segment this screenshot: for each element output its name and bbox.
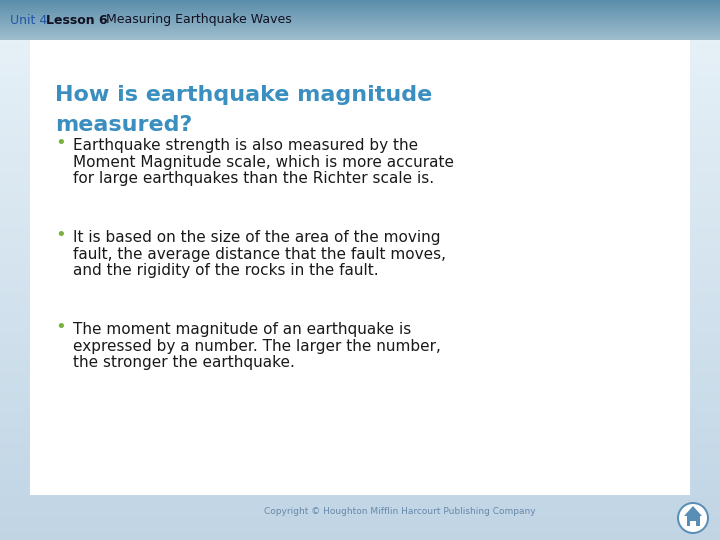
Text: fault, the average distance that the fault moves,: fault, the average distance that the fau… (73, 246, 446, 261)
Text: •: • (55, 226, 66, 244)
Text: for large earthquakes than the Richter scale is.: for large earthquakes than the Richter s… (73, 171, 434, 186)
Text: Earthquake strength is also measured by the: Earthquake strength is also measured by … (73, 138, 418, 153)
Text: Measuring Earthquake Waves: Measuring Earthquake Waves (98, 14, 292, 26)
Text: Moment Magnitude scale, which is more accurate: Moment Magnitude scale, which is more ac… (73, 154, 454, 170)
Polygon shape (684, 506, 702, 516)
FancyBboxPatch shape (30, 40, 690, 495)
Text: measured?: measured? (55, 115, 192, 135)
Text: It is based on the size of the area of the moving: It is based on the size of the area of t… (73, 230, 441, 245)
Text: and the rigidity of the rocks in the fault.: and the rigidity of the rocks in the fau… (73, 263, 379, 278)
Bar (690, 521, 696, 526)
Text: expressed by a number. The larger the number,: expressed by a number. The larger the nu… (73, 339, 441, 354)
Bar (686, 516, 700, 526)
Text: the stronger the earthquake.: the stronger the earthquake. (73, 355, 295, 370)
Text: Lesson 6: Lesson 6 (46, 14, 107, 26)
Circle shape (679, 504, 707, 532)
Circle shape (677, 502, 709, 534)
Text: •: • (55, 134, 66, 152)
Text: How is earthquake magnitude: How is earthquake magnitude (55, 85, 432, 105)
Text: Unit 4: Unit 4 (10, 14, 51, 26)
Text: Copyright © Houghton Mifflin Harcourt Publishing Company: Copyright © Houghton Mifflin Harcourt Pu… (264, 508, 536, 516)
Text: •: • (55, 318, 66, 336)
Text: The moment magnitude of an earthquake is: The moment magnitude of an earthquake is (73, 322, 411, 337)
